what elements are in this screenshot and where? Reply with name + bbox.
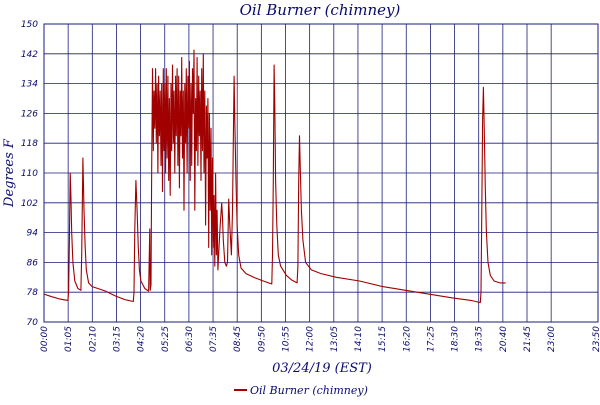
y-tick-label: 110 [21,169,38,179]
legend-label: Oil Burner (chimney) [250,384,368,397]
x-tick-label: 10:55 [282,326,292,352]
x-tick-label: 14:10 [354,326,364,352]
grid [43,23,598,323]
y-tick-label: 134 [21,80,38,90]
legend: Oil Burner (chimney) [234,384,368,397]
x-tick-label: 15:15 [378,326,388,352]
x-tick-label: 01:05 [64,326,74,352]
x-tick-label: 06:30 [185,326,195,352]
x-tick-label: 00:00 [40,326,50,352]
y-tick-label: 86 [27,258,39,268]
series-line [43,49,506,304]
y-tick-labels: 70 78 86 94 102 110 118 126 134 142 150 [21,20,38,328]
y-tick-label: 118 [21,139,38,149]
x-tick-label: 07:35 [209,326,219,352]
y-tick-label: 102 [21,199,38,209]
x-tick-label: 19:35 [475,326,485,352]
x-tick-label: 16:20 [402,326,412,352]
x-tick-label: 23:00 [547,326,557,352]
y-tick-label: 78 [27,288,39,298]
x-tick-label: 03:15 [112,326,122,352]
y-tick-label: 150 [21,20,38,30]
chart-title: Oil Burner (chimney) [240,1,401,19]
x-tick-labels: 00:00 01:05 02:10 03:15 04:20 05:25 06:30 07:35… [40,326,600,352]
x-tick-label: 05:25 [161,326,171,352]
y-tick-label: 126 [21,109,38,119]
plot-frame [43,23,599,323]
x-tick-label: 09:50 [257,326,267,352]
x-axis-label: 03/24/19 (EST) [272,361,372,376]
x-tick-label: 18:30 [451,326,461,352]
x-tick-label: 23:50 [592,326,600,352]
x-tick-label: 02:10 [88,326,98,352]
y-tick-label: 94 [27,229,39,239]
x-tick-label: 13:05 [330,326,340,352]
x-tick-label: 20:40 [499,326,509,352]
y-tick-label: 142 [21,50,38,60]
x-tick-label: 21:45 [523,326,533,352]
series-layer [43,49,506,304]
x-tick-label: 12:00 [306,326,316,352]
x-tick-label: 08:45 [233,326,243,352]
y-tick-label: 70 [27,318,39,328]
x-tick-label: 17:25 [426,326,436,352]
x-tick-label: 04:20 [137,326,147,352]
y-axis-label: Degrees F [2,138,17,208]
